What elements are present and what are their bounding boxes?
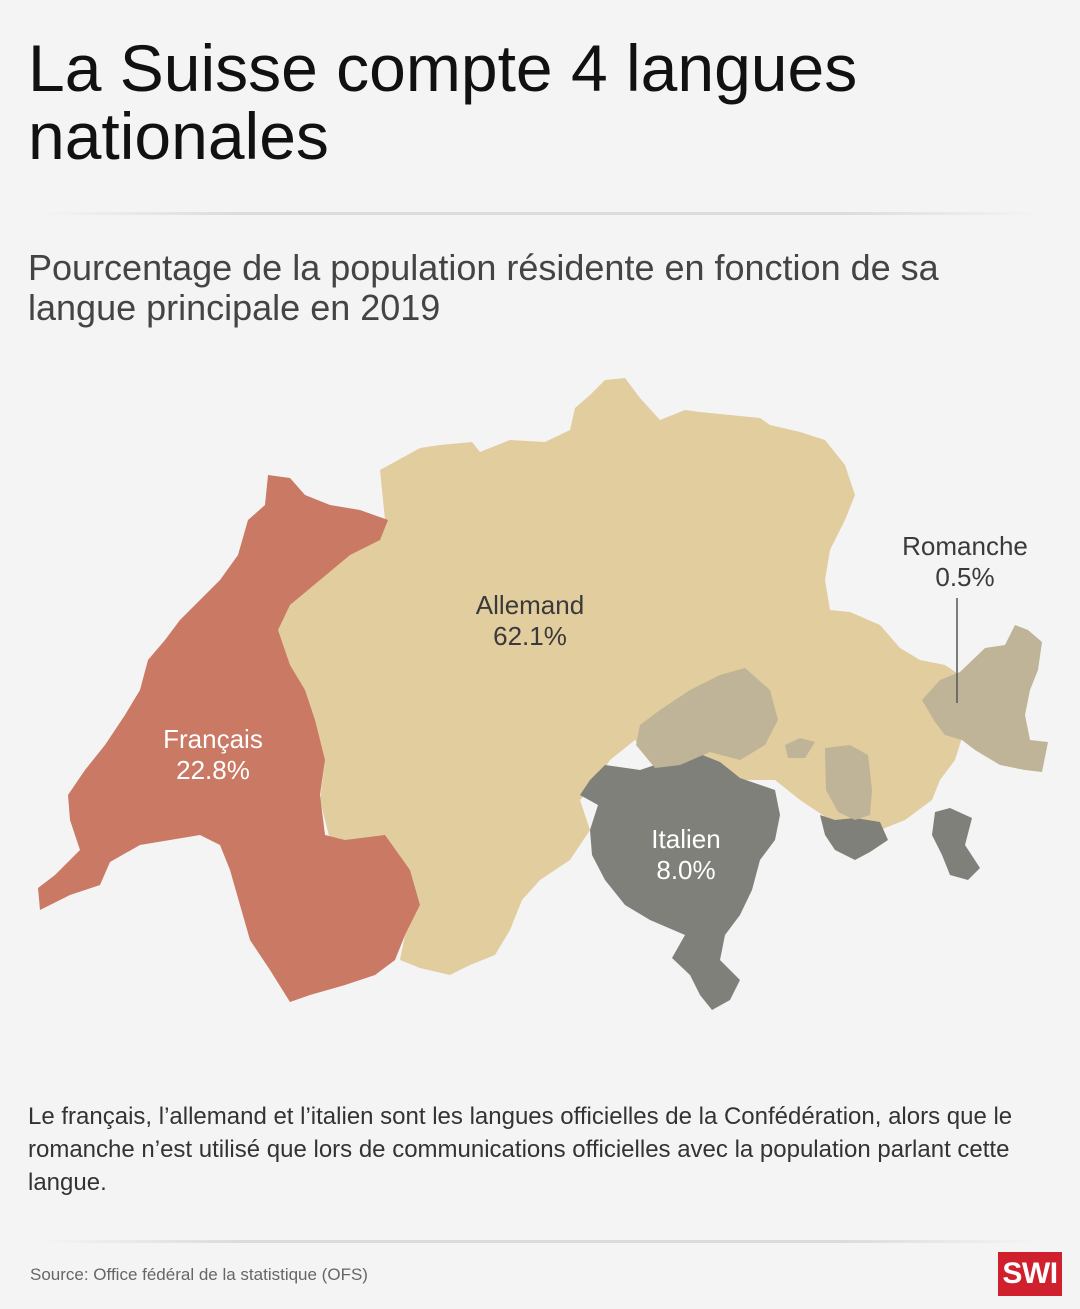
label-allemand-name: Allemand xyxy=(475,590,585,620)
label-francais-name: Français xyxy=(163,724,263,754)
label-italien-name: Italien xyxy=(651,824,721,854)
label-romanche-value: 0.5% xyxy=(935,562,995,592)
label-italien-value: 8.0% xyxy=(656,855,716,885)
label-allemand: Allemand 62.1% xyxy=(455,590,605,652)
region-romanche-surselva xyxy=(636,668,778,768)
label-italien: Italien 8.0% xyxy=(611,824,761,886)
swi-logo[interactable]: SWI xyxy=(998,1252,1062,1296)
region-italien-mesolcina xyxy=(820,815,888,860)
label-francais-value: 22.8% xyxy=(176,755,250,785)
label-romanche-name: Romanche xyxy=(902,531,1028,561)
title-divider xyxy=(40,212,1040,215)
subtitle: Pourcentage de la population résidente e… xyxy=(28,247,939,328)
page-title: La Suisse compte 4 langues nationales xyxy=(28,31,858,173)
region-romanche-albula xyxy=(825,745,872,820)
region-romanche xyxy=(922,625,1048,772)
source-credit: Source: Office fédéral de la statistique… xyxy=(30,1265,368,1284)
label-allemand-value: 62.1% xyxy=(493,621,567,651)
label-romanche: Romanche 0.5% xyxy=(880,531,1050,593)
switzerland-language-map xyxy=(38,378,1048,1010)
region-allemand xyxy=(275,378,975,975)
footnote: Le français, l’allemand et l’italien son… xyxy=(28,1103,1013,1196)
region-italien-poschiavo xyxy=(932,808,980,880)
region-italien xyxy=(580,752,780,1010)
footer-divider xyxy=(40,1240,1040,1243)
region-francais xyxy=(38,475,420,1002)
label-francais: Français 22.8% xyxy=(138,724,288,786)
region-romanche-small xyxy=(785,738,815,758)
